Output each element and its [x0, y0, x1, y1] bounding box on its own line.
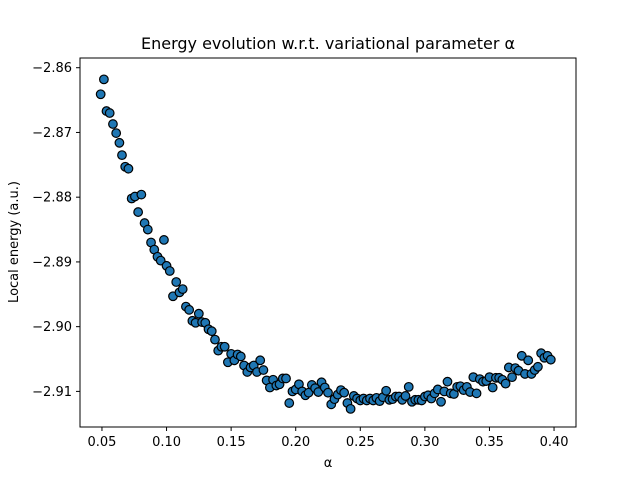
- x-tick-label: 0.35: [475, 435, 504, 450]
- data-point: [471, 388, 482, 399]
- data-point: [255, 355, 266, 366]
- data-point: [545, 354, 556, 365]
- y-tick-label: −2.89: [32, 255, 72, 270]
- data-point: [177, 284, 188, 295]
- data-point: [117, 150, 127, 161]
- data-point: [339, 387, 350, 398]
- data-point: [436, 396, 446, 407]
- data-point: [98, 74, 109, 85]
- data-point: [219, 341, 230, 352]
- chart-title: Energy evolution w.r.t. variational para…: [141, 34, 515, 53]
- x-tick-label: 0.20: [281, 435, 310, 450]
- x-axis-label: α: [324, 456, 333, 471]
- x-tick-label: 0.15: [217, 435, 246, 450]
- scatter-points: [95, 74, 556, 414]
- data-point: [403, 381, 414, 392]
- x-tick-label: 0.40: [540, 435, 569, 450]
- data-point: [507, 372, 517, 383]
- data-point: [487, 382, 498, 393]
- x-tick-label: 0.25: [346, 435, 375, 450]
- data-point: [184, 304, 195, 315]
- y-axis-ticks: −2.86 −2.87 −2.88 −2.89 −2.90 −2.91: [32, 61, 80, 400]
- data-point: [345, 403, 356, 414]
- data-point: [284, 398, 295, 408]
- data-point: [111, 128, 122, 138]
- data-point: [381, 385, 392, 396]
- data-point: [133, 207, 144, 217]
- data-point: [258, 365, 269, 375]
- x-axis-ticks: 0.05 0.10 0.15 0.20 0.25 0.30 0.35 0.40: [87, 427, 569, 450]
- data-point: [235, 351, 246, 362]
- data-point: [516, 350, 527, 361]
- data-point: [400, 391, 411, 401]
- data-point: [171, 277, 182, 287]
- x-tick-label: 0.30: [410, 435, 439, 450]
- data-point: [442, 376, 453, 387]
- y-axis-label: Local energy (a.u.): [7, 181, 22, 303]
- data-point: [193, 308, 204, 319]
- data-point: [123, 163, 134, 174]
- data-point: [104, 108, 115, 118]
- data-point: [108, 119, 118, 129]
- y-tick-label: −2.88: [32, 191, 72, 206]
- data-point: [159, 235, 169, 245]
- data-point: [523, 355, 534, 366]
- data-point: [313, 387, 324, 397]
- data-point: [323, 387, 333, 398]
- data-point: [281, 373, 291, 384]
- plot-frame: [79, 57, 577, 428]
- data-point: [136, 189, 147, 200]
- data-point: [533, 361, 543, 372]
- data-point: [164, 266, 175, 276]
- y-tick-label: −2.91: [32, 385, 72, 400]
- data-point: [500, 378, 511, 389]
- x-tick-label: 0.05: [87, 435, 116, 450]
- data-point: [142, 224, 153, 235]
- y-tick-label: −2.90: [32, 320, 72, 335]
- data-point: [95, 89, 106, 100]
- data-point: [210, 334, 220, 345]
- data-point: [114, 137, 125, 148]
- y-tick-label: −2.86: [32, 61, 72, 76]
- x-tick-label: 0.10: [152, 435, 181, 450]
- y-tick-label: −2.87: [32, 126, 72, 141]
- data-point: [206, 326, 217, 337]
